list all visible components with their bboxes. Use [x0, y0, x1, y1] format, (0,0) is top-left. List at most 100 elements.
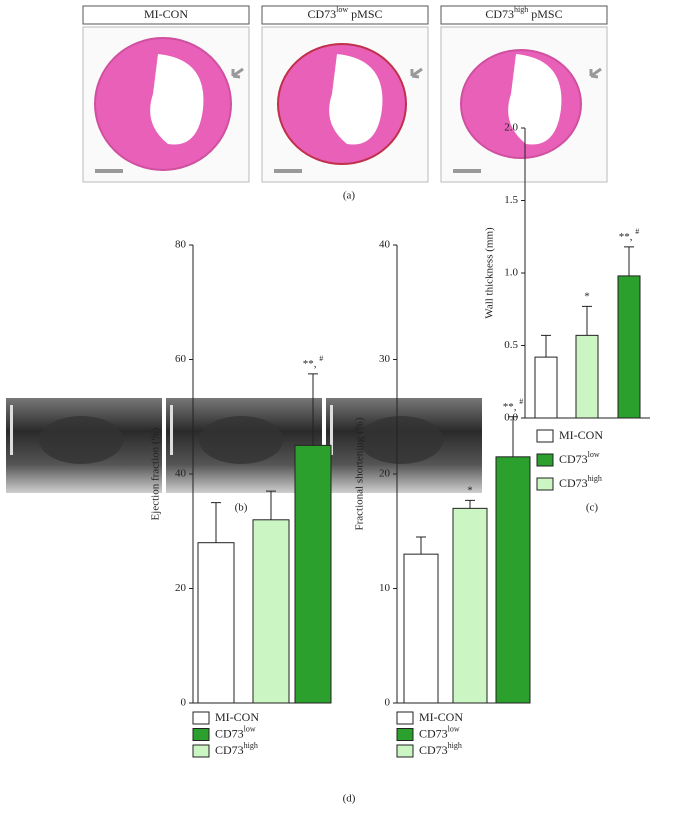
cavity — [508, 54, 562, 145]
y-axis-label: Wall thickness (mm) — [484, 227, 496, 319]
legend-label: MI-CON — [419, 710, 463, 724]
legend-label-part: low — [588, 450, 600, 459]
depth-scale — [330, 405, 333, 455]
error-bar — [582, 305, 592, 336]
legend-label: CD73low — [215, 725, 256, 740]
legend-label-part: CD73 — [419, 726, 448, 740]
bar — [294, 444, 332, 704]
y-tick-label: 2.0 — [504, 122, 518, 134]
bar — [197, 542, 235, 704]
image-label-part: MI-CON — [144, 7, 188, 21]
bar — [452, 507, 488, 704]
y-tick-label: 80 — [175, 239, 187, 251]
legend-label-part: high — [588, 474, 602, 483]
legend-label-part: high — [244, 741, 258, 750]
legend-swatch — [536, 477, 554, 491]
ventricle — [359, 416, 443, 464]
arrow — [231, 67, 244, 79]
bar — [252, 519, 290, 704]
legend-label-part: MI-CON — [215, 710, 259, 724]
significance-label-part: # — [319, 354, 323, 363]
image-label-part: CD73 — [307, 7, 336, 21]
bar — [534, 356, 558, 419]
image-label-box — [440, 5, 608, 25]
panel-label: (d) — [343, 793, 356, 805]
image-label: MI-CON — [144, 7, 188, 21]
bar — [617, 275, 641, 419]
depth-scale — [170, 405, 173, 455]
y-tick-label: 0 — [385, 697, 391, 709]
significance-label-part: * — [467, 484, 473, 496]
y-tick-label: 20 — [379, 468, 391, 480]
arrow — [589, 67, 602, 79]
legend-label: CD73high — [215, 741, 258, 756]
bar — [495, 456, 531, 704]
significance-label-part: **, — [619, 230, 636, 242]
image-label: CD73high pMSC — [485, 5, 562, 20]
error-bar — [308, 373, 318, 446]
y-tick-label: 0.0 — [504, 412, 518, 424]
legend-swatch — [396, 744, 414, 758]
bar — [403, 553, 439, 704]
y-tick-label: 40 — [379, 239, 391, 251]
error-bar — [266, 490, 276, 520]
image-label-box — [82, 5, 250, 25]
ventricle — [39, 416, 123, 464]
y-axis-label: Fractional shortening (%) — [354, 417, 366, 530]
legend-label-part: CD73 — [559, 476, 588, 490]
legend-label-part: low — [448, 725, 460, 734]
panel-label: (a) — [343, 190, 356, 202]
y-tick-label: 30 — [379, 353, 391, 365]
significance-label-part: **, — [303, 357, 320, 369]
arrow — [410, 67, 423, 79]
legend-swatch — [396, 711, 414, 725]
y-axis-label: Ejection fraction (%) — [150, 427, 162, 520]
legend-label-part: high — [448, 741, 462, 750]
y-tick-label: 40 — [175, 468, 187, 480]
y-tick-label: 1.5 — [504, 194, 518, 206]
image-label-box — [261, 5, 429, 25]
error-bar — [624, 246, 634, 276]
legend-swatch — [536, 453, 554, 467]
legend-label-part: CD73 — [419, 743, 448, 757]
legend-label: CD73low — [419, 725, 460, 740]
legend-swatch — [536, 429, 554, 443]
error-bar — [508, 416, 518, 457]
error-bar — [211, 502, 221, 543]
y-tick-label: 20 — [175, 582, 187, 594]
legend-label-part: CD73 — [215, 726, 244, 740]
y-tick-label: 1.0 — [504, 267, 518, 279]
image-label: CD73low pMSC — [307, 5, 382, 20]
legend-swatch — [192, 711, 210, 725]
legend-label: CD73low — [559, 450, 600, 465]
legend-swatch — [192, 744, 210, 758]
significance-label: **, # — [619, 227, 640, 242]
legend-swatch — [192, 728, 210, 741]
legend-label-part: MI-CON — [559, 428, 603, 442]
significance-label: **, # — [303, 354, 324, 369]
y-tick-label: 10 — [379, 582, 391, 594]
depth-scale — [10, 405, 13, 455]
image-label-part: high — [514, 5, 528, 14]
cavity — [329, 54, 383, 145]
y-tick-label: 0.5 — [504, 339, 518, 351]
legend-label: CD73high — [419, 741, 462, 756]
panel-label: (c) — [586, 502, 599, 514]
image-label-part: pMSC — [348, 7, 382, 21]
image-label-part: pMSC — [528, 7, 562, 21]
legend-label-part: low — [244, 725, 256, 734]
image-label-part: low — [336, 5, 348, 14]
significance-label-part: # — [635, 227, 639, 236]
significance-label-part: # — [519, 397, 523, 406]
y-tick-label: 0 — [181, 697, 187, 709]
legend-label: MI-CON — [559, 428, 603, 442]
legend-label: MI-CON — [215, 710, 259, 724]
significance-label-part: * — [584, 290, 590, 302]
error-bar — [541, 334, 551, 358]
legend-swatch — [396, 728, 414, 741]
legend-label: CD73high — [559, 474, 602, 489]
significance-label: **, # — [503, 397, 524, 412]
panel-label: (b) — [235, 502, 248, 514]
bar — [575, 334, 599, 419]
legend-label-part: MI-CON — [419, 710, 463, 724]
